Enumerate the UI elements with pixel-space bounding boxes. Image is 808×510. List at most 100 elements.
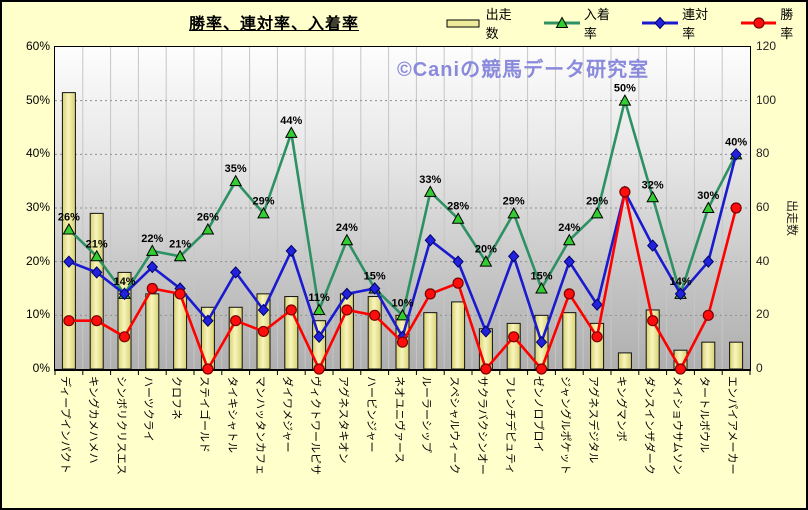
diamond-marker — [480, 325, 492, 338]
x-axis-label: ステイゴールド — [197, 376, 210, 453]
legend-label: 連対率 — [682, 7, 709, 41]
triangle-marker — [145, 244, 159, 256]
legend-item-bar: 出走数 — [446, 4, 524, 42]
triangle-marker — [701, 201, 715, 213]
circle-marker — [91, 315, 103, 327]
right-axis-tick-label: 100 — [756, 92, 777, 107]
right-axis-tick-label: 0 — [756, 361, 763, 375]
right-axis-tick-label: 60 — [756, 200, 770, 214]
circle-marker — [285, 304, 297, 316]
triangle-marker — [229, 174, 243, 187]
left-axis-tick-label: 20% — [25, 253, 50, 268]
data-label: 21% — [169, 238, 191, 250]
circle-marker — [674, 363, 687, 375]
x-axis-label: キングカメハメハ — [86, 376, 99, 464]
circle-marker — [535, 363, 548, 375]
starts-bar — [451, 301, 466, 370]
x-axis-label: フレンチデピュティ — [503, 376, 516, 475]
x-axis-label: マンハッタンカフェ — [253, 376, 266, 475]
legend: 出走数 入着率 連対率 勝率 — [446, 7, 806, 41]
triangle-marker — [257, 206, 270, 219]
triangle-marker — [173, 249, 187, 262]
diamond-marker — [285, 244, 297, 258]
data-label: 40% — [725, 136, 747, 148]
x-axis-label: シンボリクリスエス — [114, 376, 127, 475]
chart-title: 勝率、連対率、入着率 — [188, 16, 359, 33]
x-axis-label: ルーラーシップ — [420, 376, 433, 453]
diamond-marker — [202, 314, 214, 327]
legend-item-diamond: 連対率 — [642, 4, 720, 42]
x-axis-label: ハーツクライ — [142, 376, 155, 442]
diamond-marker — [257, 303, 270, 317]
right-axis-tick-label: 20 — [756, 307, 770, 322]
data-label: 30% — [697, 190, 719, 202]
right-axis-tick-label: 120 — [756, 39, 777, 53]
diamond-marker — [591, 298, 603, 311]
starts-bar — [729, 341, 744, 370]
circle-marker — [702, 309, 714, 321]
data-label: 50% — [614, 83, 636, 95]
triangle-marker — [618, 94, 632, 106]
circle-marker — [341, 304, 353, 316]
diamond-marker — [313, 330, 325, 344]
right-axis-tick-label: 80 — [756, 146, 770, 161]
x-axis-label: ダンスインザダーク — [642, 376, 655, 475]
left-axis-tick-label: 10% — [25, 307, 50, 322]
data-label: 24% — [558, 222, 580, 234]
diamond-marker — [730, 148, 742, 161]
legend-item-triangle: 入着率 — [544, 4, 622, 42]
left-axis-tick-label: 0% — [32, 361, 50, 375]
x-axis-label: ダイワメジャー — [281, 376, 294, 453]
diamond-marker — [508, 250, 520, 263]
circle-marker — [146, 282, 158, 295]
x-axis-label: ハービンジャー — [364, 376, 377, 453]
right-axis-tick-label: 40 — [756, 253, 770, 268]
starts-bar — [617, 352, 632, 370]
left-axis-tick-label: 60% — [25, 39, 50, 53]
circle-legend-icon — [740, 17, 777, 29]
x-axis-label: ディープインパクト — [58, 376, 71, 474]
circle-marker — [174, 288, 186, 300]
x-axis-label: アグネスタキオン — [336, 376, 349, 464]
triangle-marker — [479, 255, 493, 267]
triangle-marker — [312, 303, 326, 315]
circle-marker — [63, 315, 75, 327]
triangle-marker — [284, 126, 298, 138]
data-label: 26% — [197, 211, 219, 223]
triangle-marker — [535, 281, 548, 294]
x-axis-label: クロフネ — [170, 376, 183, 420]
circle-marker — [118, 331, 131, 343]
diamond-marker — [118, 287, 131, 301]
diamond-marker — [452, 255, 464, 268]
diamond-marker — [647, 239, 659, 252]
circle-marker — [508, 331, 520, 343]
x-axis-label: サクラバクシンオー — [475, 376, 488, 475]
circle-marker — [369, 309, 381, 321]
x-axis-label: スペシャルウィーク — [448, 376, 461, 475]
circle-marker — [563, 288, 575, 300]
diamond-marker — [702, 255, 714, 268]
diamond-marker — [369, 282, 381, 295]
diamond-marker — [424, 233, 436, 247]
circle-marker — [313, 363, 325, 375]
circle-marker — [753, 17, 765, 29]
data-label: 29% — [252, 195, 274, 207]
data-label: 11% — [308, 292, 330, 304]
circle-marker — [619, 186, 631, 198]
diamond-marker — [535, 335, 548, 349]
starts-bar — [367, 296, 382, 370]
starts-bar — [145, 293, 160, 370]
right-axis-title: 出走数 — [785, 200, 799, 237]
starts-bar — [701, 341, 716, 370]
left-axis-tick-label: 50% — [25, 92, 50, 107]
legend-label: 勝率 — [780, 7, 794, 41]
data-label: 29% — [586, 195, 608, 207]
diamond-legend-icon — [642, 16, 679, 30]
diamond-marker — [91, 266, 103, 279]
circle-marker — [730, 202, 742, 214]
triangle-marker — [340, 233, 354, 246]
diamond-marker — [341, 287, 353, 301]
circle-marker — [396, 336, 409, 348]
data-label: 15% — [530, 271, 552, 283]
